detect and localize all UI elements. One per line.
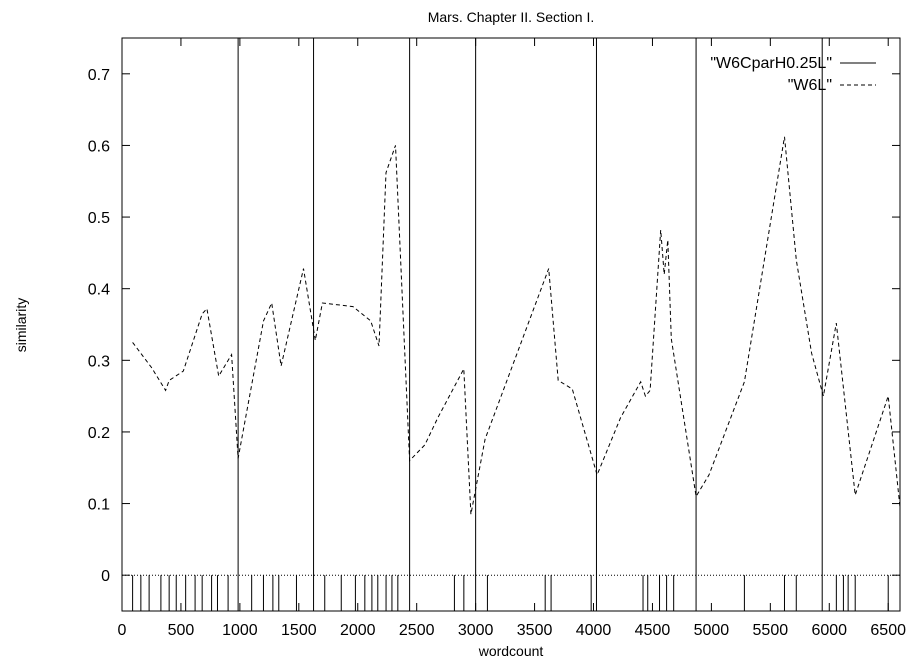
legend-label-w6l: "W6L"	[788, 77, 832, 94]
y-axis-ticks: 0 0.1 0.2 0.3 0.4 0.5 0.6 0.7	[88, 67, 900, 585]
x-tick-label: 3500	[517, 622, 553, 639]
x-tick-label: 2500	[399, 622, 435, 639]
x-tick-label: 4000	[576, 622, 612, 639]
boundary-short-ticks	[132, 575, 901, 611]
y-tick-label: 0.2	[88, 425, 110, 442]
x-axis-ticks: 0 500 1000 1500 2000 2500 3000 3500 4000 4500 5000…	[118, 38, 906, 639]
legend: "W6CparH0.25L" "W6L"	[710, 55, 876, 94]
x-tick-label: 500	[168, 622, 195, 639]
y-tick-label: 0.5	[88, 210, 110, 227]
x-tick-label: 1000	[222, 622, 258, 639]
x-tick-label: 6000	[811, 622, 847, 639]
x-tick-label: 1500	[281, 622, 317, 639]
x-tick-label: 6500	[870, 622, 906, 639]
y-axis-title: similarity	[13, 298, 29, 352]
y-tick-label: 0.7	[88, 67, 110, 84]
y-tick-label: 0	[101, 568, 110, 585]
boundary-lines	[237, 38, 823, 611]
x-tick-label: 5500	[753, 622, 789, 639]
series-w6l-line	[132, 136, 901, 515]
x-tick-label: 2000	[340, 622, 376, 639]
y-tick-label: 0.6	[88, 138, 110, 155]
x-tick-label: 0	[118, 622, 127, 639]
plot-frame	[121, 37, 901, 612]
x-tick-label: 4500	[635, 622, 671, 639]
y-tick-label: 0.1	[88, 497, 110, 514]
x-tick-label: 5000	[694, 622, 730, 639]
x-tick-label: 3000	[458, 622, 494, 639]
x-axis-title: wordcount	[478, 643, 544, 659]
y-tick-label: 0.3	[88, 353, 110, 370]
chart-title: Mars. Chapter II. Section I.	[428, 9, 595, 25]
legend-label-w6cparh: "W6CparH0.25L"	[710, 55, 832, 72]
y-tick-label: 0.4	[88, 282, 110, 299]
